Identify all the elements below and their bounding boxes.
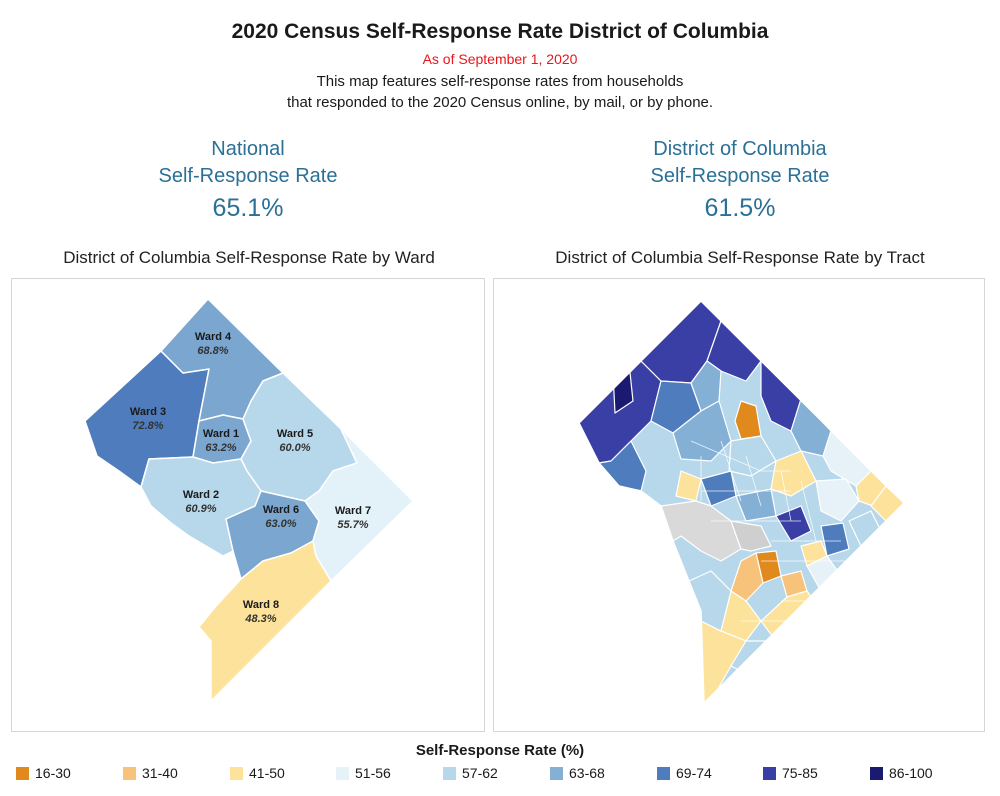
tract-se-2[interactable]: [730, 552, 764, 602]
legend-item-69-74[interactable]: 69-74: [657, 764, 712, 782]
legend-item-16-30[interactable]: 16-30: [16, 764, 71, 782]
tract-map[interactable]: [494, 279, 984, 731]
ward-8-rate: 48.3%: [244, 613, 276, 625]
national-kpi: National Self-Response Rate 65.1%: [98, 136, 398, 226]
ward-map-title: District of Columbia Self-Response Rate …: [63, 248, 435, 267]
legend-swatch: [550, 766, 563, 780]
ward-1-rate: 63.2%: [205, 442, 236, 454]
ward-7-rate: 55.7%: [337, 519, 368, 531]
legend-label: 16-30: [35, 765, 71, 781]
tract-e-3[interactable]: [870, 485, 904, 522]
dashboard-title: 2020 Census Self-Response Rate District …: [231, 20, 769, 43]
dc-kpi-line2: Self-Response Rate: [650, 165, 830, 187]
legend-title: Self-Response Rate (%): [415, 742, 585, 759]
ward-8-label: Ward 8: [243, 599, 279, 611]
ward-map-panel[interactable]: Ward 4 68.8% Ward 3 72.8% Ward 1 63.2% W…: [11, 278, 485, 732]
tract-c-3[interactable]: [770, 450, 817, 497]
legend-label: 31-40: [142, 765, 178, 781]
legend-item-57-62[interactable]: 57-62: [443, 764, 498, 782]
legend-label: 63-68: [569, 765, 605, 781]
ward-2-rate: 60.9%: [185, 503, 216, 515]
tract-c-8[interactable]: [775, 505, 812, 542]
ward-3-label: Ward 3: [130, 406, 166, 418]
legend-swatch: [123, 766, 136, 780]
ward-4-label: Ward 4: [195, 331, 232, 343]
ward-map[interactable]: Ward 4 68.8% Ward 3 72.8% Ward 1 63.2% W…: [12, 279, 484, 731]
legend-label: 86-100: [889, 765, 933, 781]
tract-map-title: District of Columbia Self-Response Rate …: [555, 248, 925, 267]
national-kpi-value: 65.1%: [212, 194, 284, 222]
national-kpi-line2: Self-Response Rate: [158, 165, 338, 187]
description-line-2: that responded to the 2020 Census online…: [286, 94, 714, 111]
dc-outline: [578, 299, 906, 705]
tract-map-panel[interactable]: [493, 278, 985, 732]
legend-item-75-85[interactable]: 75-85: [763, 764, 818, 782]
ward-5-rate: 60.0%: [279, 442, 310, 454]
legend-label: 57-62: [462, 765, 498, 781]
ward-3-rate: 72.8%: [132, 420, 163, 432]
dc-kpi-line1: District of Columbia: [653, 138, 827, 160]
dc-kpi-value: 61.5%: [704, 194, 776, 222]
ward-1-label: Ward 1: [203, 428, 239, 440]
legend-swatch: [870, 766, 883, 780]
tract-no-data-2: [730, 520, 772, 552]
legend-swatch: [230, 766, 243, 780]
legend-swatch: [657, 766, 670, 780]
legend-label: 41-50: [249, 765, 285, 781]
ward-8-region[interactable]: [198, 540, 332, 702]
ward-4-rate: 68.8%: [197, 345, 228, 357]
ward-2-label: Ward 2: [183, 489, 219, 501]
legend-swatch: [16, 766, 29, 780]
legend-item-31-40[interactable]: 31-40: [123, 764, 178, 782]
as-of-date: As of September 1, 2020: [422, 51, 578, 67]
national-kpi-line1: National: [211, 138, 285, 160]
ward-7-label: Ward 7: [335, 505, 371, 517]
ward-6-label: Ward 6: [263, 504, 299, 516]
dc-kpi: District of Columbia Self-Response Rate …: [590, 136, 890, 226]
tract-no-data-1: [660, 500, 742, 562]
legend-item-41-50[interactable]: 41-50: [230, 764, 285, 782]
tract-e-5[interactable]: [820, 522, 850, 557]
description-line-1: This map features self-response rates fr…: [316, 73, 684, 90]
legend-item-86-100[interactable]: 86-100: [870, 764, 933, 782]
ward-5-label: Ward 5: [277, 428, 313, 440]
legend-label: 75-85: [782, 765, 818, 781]
legend-swatch: [763, 766, 776, 780]
legend-item-63-68[interactable]: 63-68: [550, 764, 605, 782]
legend-swatch: [336, 766, 349, 780]
legend-label: 69-74: [676, 765, 712, 781]
ward-7-region[interactable]: [304, 428, 414, 582]
legend-swatch: [443, 766, 456, 780]
legend-item-51-56[interactable]: 51-56: [336, 764, 391, 782]
tract-e-4[interactable]: [815, 478, 860, 522]
ward-6-rate: 63.0%: [265, 518, 296, 530]
legend-label: 51-56: [355, 765, 391, 781]
